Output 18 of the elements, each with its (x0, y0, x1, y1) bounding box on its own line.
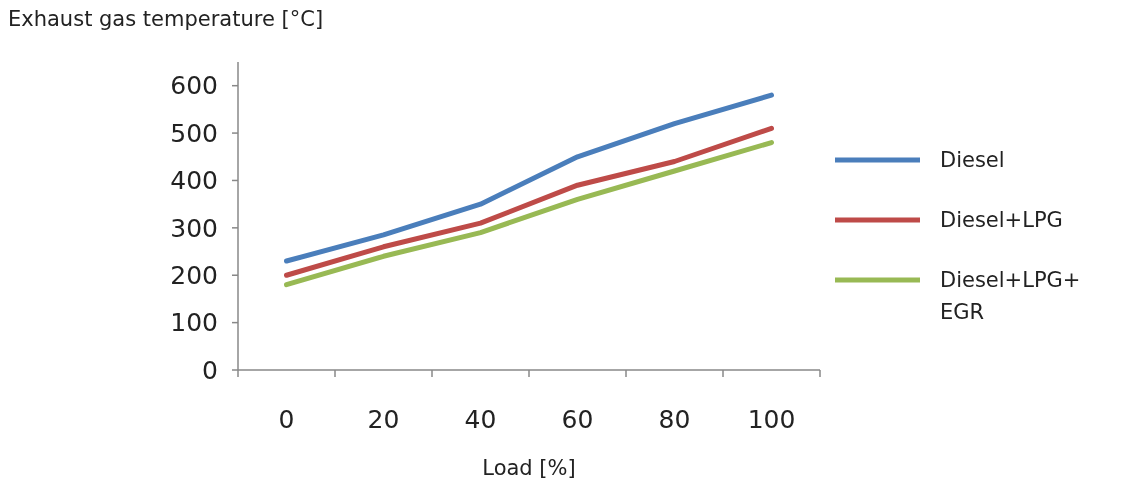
chart-title: Exhaust gas temperature [°C] (8, 7, 324, 31)
x-tick-label: 60 (561, 405, 594, 434)
y-tick-label: 500 (170, 118, 218, 148)
x-tick-label: 20 (367, 405, 400, 434)
legend-label: Diesel (940, 148, 1005, 173)
y-tick-label: 400 (170, 166, 218, 196)
legend-label: Diesel+LPG (940, 208, 1063, 233)
y-tick-label: 600 (170, 71, 218, 101)
y-tick-label: 100 (170, 308, 218, 338)
x-tick-label: 0 (278, 405, 295, 434)
y-tick-label: 300 (170, 213, 218, 243)
y-tick-label: 0 (202, 355, 218, 385)
x-axis-title: Load [%] (482, 456, 576, 480)
x-tick-label: 100 (747, 405, 796, 434)
y-tick-label: 200 (170, 260, 218, 290)
x-tick-label: 40 (464, 405, 497, 434)
x-tick-label: 80 (658, 405, 691, 434)
legend-label: Diesel+LPG+EGR (940, 268, 1081, 324)
